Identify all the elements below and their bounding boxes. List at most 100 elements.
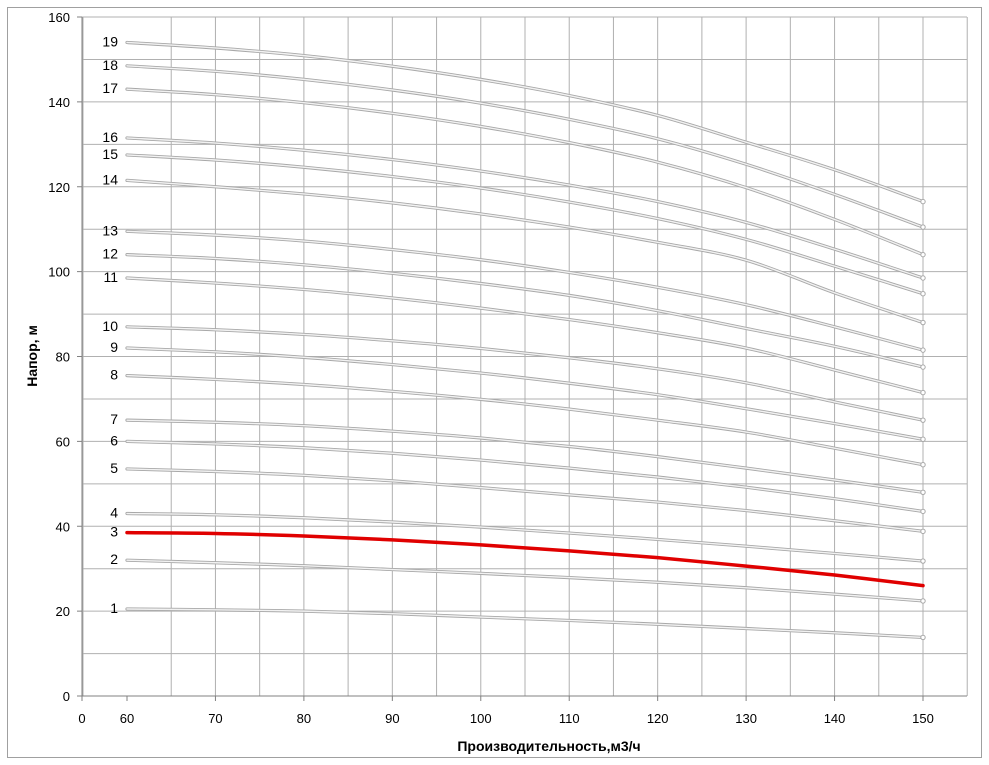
- y-tick-label: 140: [48, 95, 70, 110]
- series-end-marker: [920, 558, 926, 564]
- series-label-17: 17: [102, 80, 118, 96]
- grid: [82, 16, 968, 696]
- chart-frame: [7, 7, 982, 758]
- x-tick-label: 100: [470, 711, 492, 726]
- y-tick-label: 20: [56, 604, 70, 619]
- series-label-4: 4: [110, 505, 118, 521]
- series-line-2: [125, 558, 926, 604]
- x-tick-label: 70: [208, 711, 222, 726]
- series-line-core: [126, 253, 924, 368]
- series-line-core: [126, 137, 924, 279]
- series-end-marker: [920, 389, 926, 396]
- series-line-core: [126, 440, 924, 513]
- x-tick-label: 60: [120, 711, 134, 726]
- series-label-19: 19: [102, 33, 118, 49]
- series-line-3: [125, 530, 925, 588]
- series-group: [125, 40, 926, 641]
- y-tick-label: 120: [48, 180, 70, 195]
- series-line-19: [125, 40, 926, 205]
- series-line-7: [125, 418, 926, 495]
- y-tick-label: 60: [56, 434, 70, 449]
- series-line-16: [125, 136, 926, 281]
- series-label-15: 15: [102, 146, 118, 162]
- series-line-4: [125, 511, 926, 564]
- series-label-13: 13: [102, 222, 118, 238]
- series-line-10: [125, 325, 926, 423]
- series-label-12: 12: [102, 246, 118, 262]
- y-tick-label: 80: [56, 350, 70, 365]
- series-line-core: [126, 559, 924, 602]
- series-end-marker: [920, 224, 926, 230]
- series-line-core: [126, 154, 924, 295]
- series-end-marker: [920, 462, 926, 468]
- series-label-1: 1: [110, 600, 118, 616]
- series-line-core: [126, 419, 924, 493]
- series-line-core: [126, 230, 924, 351]
- series-label-5: 5: [110, 460, 118, 476]
- series-label-14: 14: [102, 171, 118, 187]
- y-tick-label: 100: [48, 265, 70, 280]
- series-end-marker: [920, 508, 926, 515]
- series-label-10: 10: [102, 318, 118, 334]
- series-end-marker: [920, 489, 926, 495]
- series-line-core: [126, 608, 924, 639]
- series-end-marker: [920, 347, 926, 353]
- series-line-core: [126, 65, 924, 228]
- series-line-11: [125, 276, 926, 396]
- series-end-marker: [920, 528, 926, 535]
- series-label-8: 8: [110, 367, 118, 383]
- series-end-marker: [920, 275, 926, 281]
- series-label-6: 6: [110, 432, 118, 448]
- series-line-9: [125, 346, 926, 442]
- series-end-marker: [920, 198, 926, 205]
- y-tick-label: 40: [56, 519, 70, 534]
- y-tick-label: 160: [48, 10, 70, 25]
- series-line-core: [126, 347, 924, 440]
- series-label-7: 7: [110, 411, 118, 427]
- series-line-12: [125, 253, 926, 370]
- axes: 0 60 70 80 90 100 110 120 130 140 1500204060801001…: [48, 10, 967, 726]
- series-line-8: [125, 374, 926, 468]
- series-end-marker: [920, 634, 926, 641]
- series-end-marker: [920, 436, 926, 442]
- x-tick-label: 130: [735, 711, 757, 726]
- x-tick-label: 0: [78, 711, 85, 726]
- series-end-marker: [920, 417, 926, 423]
- x-tick-label: 120: [647, 711, 669, 726]
- series-line-core: [126, 374, 924, 466]
- series-line-core: [126, 512, 924, 562]
- series-label-9: 9: [110, 339, 118, 355]
- series-end-marker: [920, 251, 926, 258]
- series-line-18: [125, 64, 926, 230]
- series-label-18: 18: [102, 57, 118, 73]
- series-line-core: [126, 277, 924, 394]
- x-tick-label: 90: [385, 711, 399, 726]
- series-end-marker: [920, 319, 926, 326]
- series-end-marker: [920, 364, 926, 370]
- series-label-16: 16: [102, 129, 118, 145]
- series-line-core: [126, 468, 924, 533]
- series-line-14: [125, 178, 926, 326]
- series-line-core: [126, 179, 924, 324]
- series-label-11: 11: [103, 269, 118, 285]
- x-axis-title: Производительность,м3/ч: [457, 738, 640, 754]
- series-line-core: [126, 88, 924, 256]
- series-line-6: [125, 439, 926, 515]
- series-line-17: [125, 87, 926, 258]
- series-label-3: 3: [110, 524, 118, 540]
- series-line-15: [125, 153, 926, 297]
- x-tick-label: 140: [824, 711, 846, 726]
- y-axis-title: Напор, м: [24, 325, 40, 387]
- y-tick-label: 0: [63, 689, 70, 704]
- series-line-core: [126, 326, 924, 421]
- series-line-5: [125, 467, 926, 535]
- series-end-marker: [920, 290, 926, 297]
- series-line-13: [125, 229, 926, 353]
- x-tick-label: 150: [912, 711, 934, 726]
- x-tick-label: 110: [559, 711, 580, 726]
- series-line-core: [126, 41, 924, 203]
- series-line-1: [125, 607, 926, 641]
